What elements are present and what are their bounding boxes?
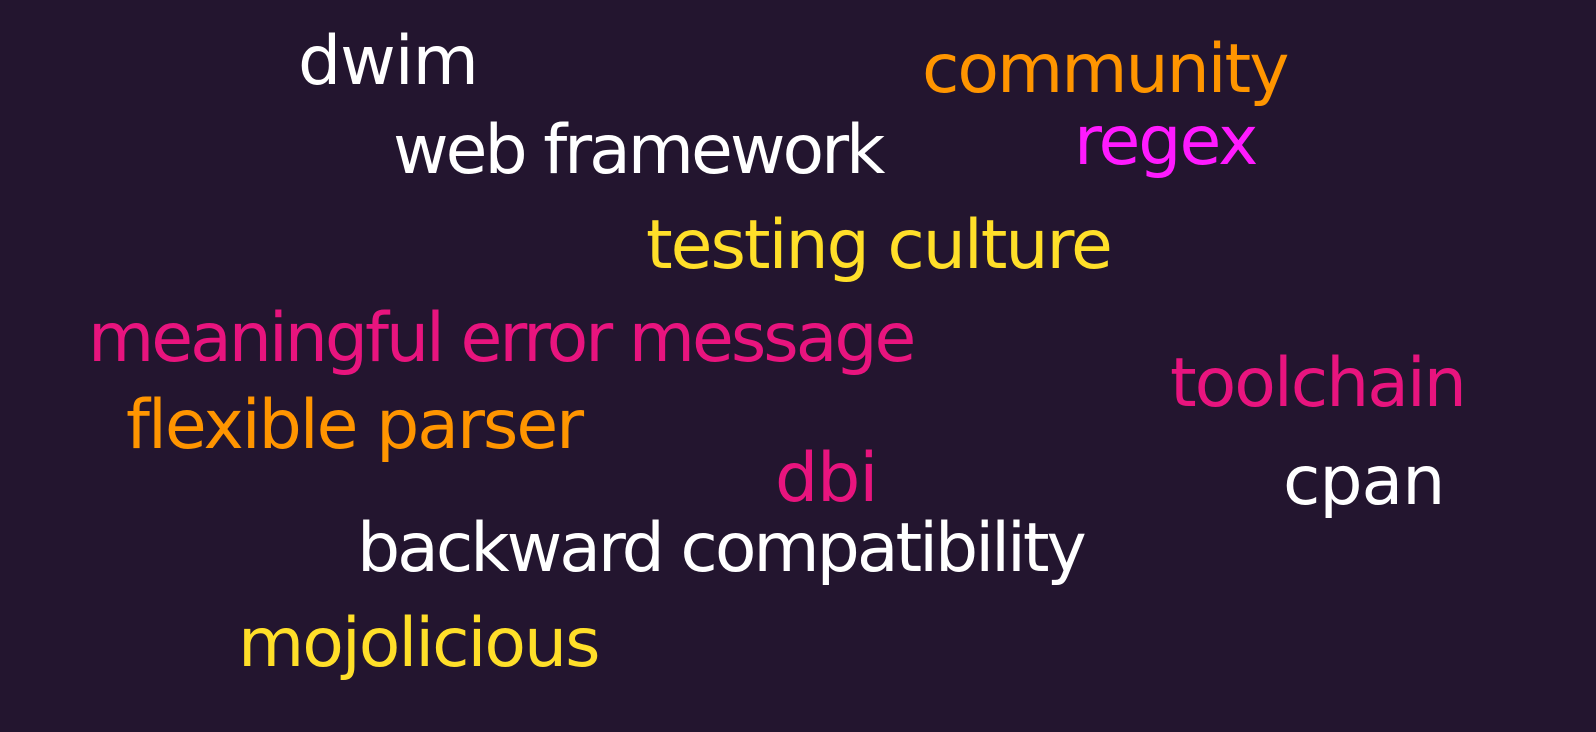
- word-toolchain: toolchain: [1170, 344, 1467, 423]
- word-regex: regex: [1074, 102, 1258, 181]
- word-meaningful-error-message: meaningful error message: [88, 299, 916, 378]
- word-dwim: dwim: [298, 22, 479, 101]
- word-dbi: dbi: [775, 439, 878, 518]
- word-cpan: cpan: [1283, 442, 1445, 521]
- word-community: community: [922, 30, 1289, 109]
- word-testing-culture: testing culture: [646, 206, 1113, 285]
- word-web-framework: web framework: [393, 111, 885, 190]
- word-backward-compatibility: backward compatibility: [357, 509, 1087, 588]
- word-flexible-parser: flexible parser: [126, 386, 584, 465]
- word-mojolicious: mojolicious: [238, 604, 601, 683]
